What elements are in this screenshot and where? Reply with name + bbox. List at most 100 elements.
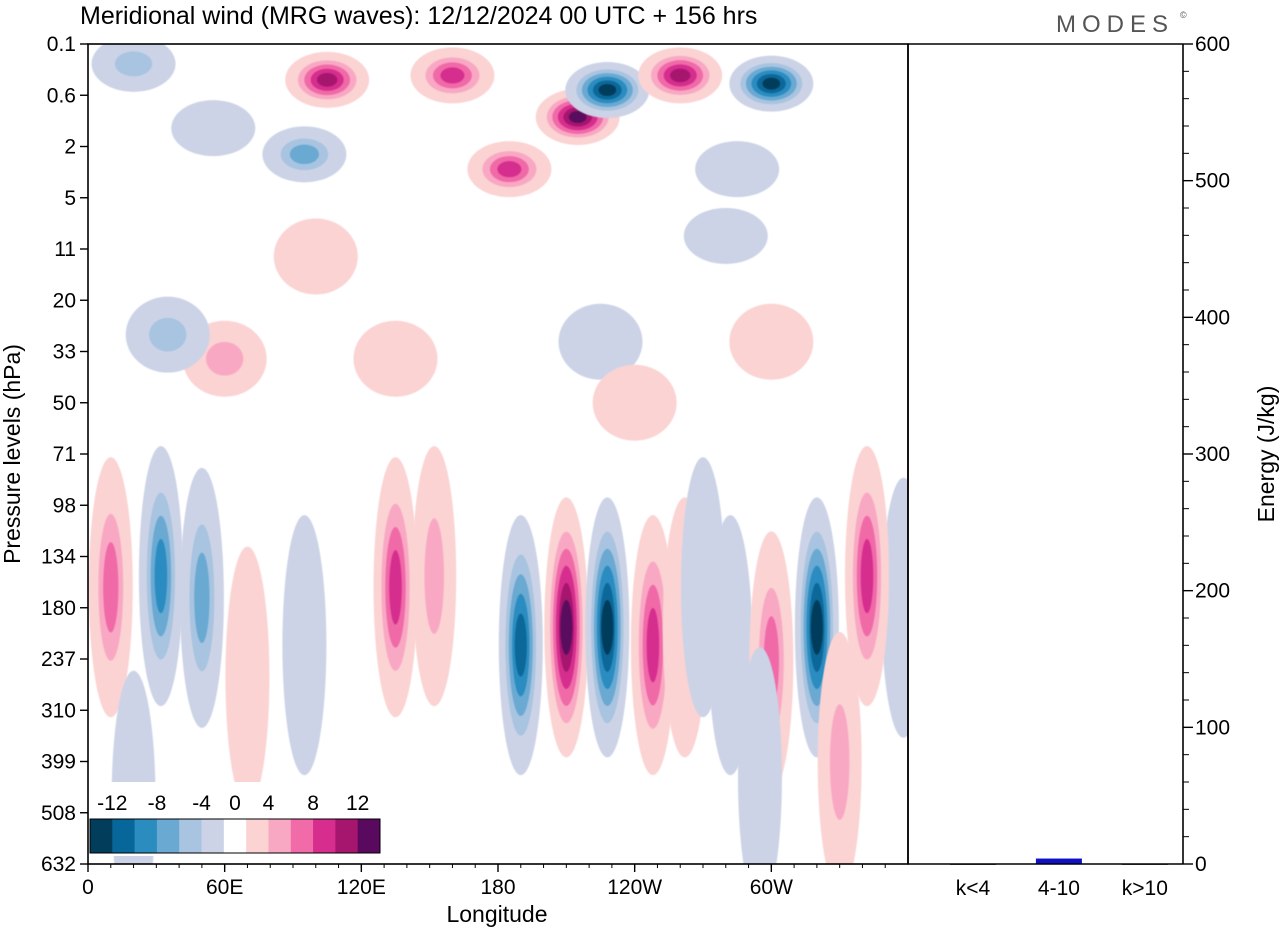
heatmap-contours <box>88 44 908 864</box>
x-tick-label: 120W <box>607 876 662 899</box>
y-axis-label: Pressure levels (hPa) <box>0 344 25 564</box>
colorbar-swatch <box>112 819 136 853</box>
contour-neg-4 <box>187 110 240 146</box>
contour-neg-14 <box>601 600 614 655</box>
colorbar-swatch <box>335 819 359 853</box>
colorbar: -12 -8 -4 0 4 8 12 <box>86 782 384 856</box>
colorbar-label: -4 <box>192 792 211 815</box>
contour-pos-6 <box>829 704 850 820</box>
contour-pos-8 <box>103 542 119 633</box>
colorbar-label: 12 <box>346 792 369 815</box>
x-tick-label: 60W <box>750 876 793 899</box>
energy-tick-label: 400 <box>1195 306 1230 329</box>
colorbar-swatch <box>290 819 314 853</box>
contour-neg-4 <box>716 565 744 726</box>
y-tick-label: 50 <box>53 392 76 415</box>
contour-neg-10 <box>154 538 168 614</box>
colorbar-swatch <box>179 819 203 853</box>
heatmap-x-axis: 0 60E 120E 180 120W 60W <box>82 864 886 899</box>
colorbar-swatch <box>134 819 158 853</box>
brand-mark: © <box>1180 10 1187 20</box>
contour-pos-10 <box>440 67 465 84</box>
contour-pos-10 <box>389 550 402 625</box>
contour-pos-6 <box>206 341 244 376</box>
energy-bar <box>1035 858 1082 864</box>
energy-x-axis: k<4 4-10 k>10 <box>956 877 1168 900</box>
contour-neg-6 <box>149 317 187 352</box>
contour-neg-14 <box>810 600 823 655</box>
energy-tick-label: 100 <box>1195 716 1230 739</box>
contour-neg-4 <box>290 565 318 726</box>
y-tick-label: 11 <box>54 238 76 261</box>
y-tick-label: 180 <box>41 597 76 620</box>
contour-neg-4 <box>746 697 774 858</box>
colorbar-label: -8 <box>148 792 167 815</box>
colorbar-swatch <box>246 819 269 853</box>
contour-pos-10 <box>860 538 874 614</box>
colorbar-swatch <box>156 819 180 853</box>
energy-y-axis: 0 100 200 300 400 500 600 <box>1183 33 1230 876</box>
colorbar-swatch <box>268 819 292 853</box>
energy-tick-label: 600 <box>1195 33 1230 56</box>
contour-neg-4 <box>574 318 627 366</box>
y-tick-label: 237 <box>41 648 76 671</box>
y-tick-label: 632 <box>41 853 76 876</box>
y-tick-label: 71 <box>53 443 76 466</box>
heatmap-y-axis: 0.1 0.6 2 5 11 20 33 50 71 98 134 180 237 310 399 508 63… <box>41 33 88 876</box>
contour-pos-4 <box>745 318 798 366</box>
x-axis-label: Longitude <box>446 901 547 927</box>
contour-pos-10 <box>497 161 522 178</box>
energy-category-label: 4-10 <box>1038 877 1080 900</box>
contour-pos-4 <box>608 379 661 427</box>
contour-pos-12 <box>316 73 338 87</box>
brand-logo: MODES <box>1056 11 1174 38</box>
contour-neg-8 <box>289 144 319 165</box>
y-tick-label: 399 <box>41 751 76 774</box>
y-tick-label: 33 <box>53 341 76 364</box>
contour-neg-4 <box>699 218 752 254</box>
energy-axis-label: Energy (J/kg) <box>1253 386 1279 523</box>
colorbar-swatch <box>357 819 381 853</box>
energy-category-label: k<4 <box>956 877 991 900</box>
contour-pos-4 <box>233 596 261 757</box>
energy-tick-label: 200 <box>1195 580 1230 603</box>
colorbar-swatch <box>313 819 336 853</box>
colorbar-swatch <box>90 819 113 853</box>
y-tick-label: 98 <box>53 494 76 517</box>
energy-tick-label: 500 <box>1195 170 1230 193</box>
contour-neg-14 <box>598 84 617 97</box>
chart-title: Meridional wind (MRG waves): 12/12/2024 … <box>80 2 757 30</box>
colorbar-label: -12 <box>97 792 127 815</box>
y-tick-label: 2 <box>64 136 76 159</box>
colorbar-label: 8 <box>307 792 319 815</box>
y-tick-label: 5 <box>64 187 76 210</box>
y-tick-label: 0.6 <box>47 84 76 107</box>
contour-neg-12 <box>514 613 527 677</box>
contour-pos-2 <box>353 320 438 397</box>
y-tick-label: 508 <box>41 802 76 825</box>
x-tick-label: 0 <box>82 876 94 899</box>
colorbar-label: 4 <box>263 792 275 815</box>
contour-pos-14 <box>568 110 587 123</box>
colorbar-swatch <box>201 819 225 853</box>
contour-pos-2 <box>273 218 358 295</box>
contour-pos-10 <box>646 607 660 683</box>
energy-category-label: k>10 <box>1122 877 1168 900</box>
contour-neg-6 <box>114 51 153 77</box>
contour-pos-6 <box>424 518 444 634</box>
y-tick-label: 134 <box>41 546 76 569</box>
y-tick-label: 0.1 <box>47 33 76 56</box>
contour-pos-14 <box>560 600 573 655</box>
contour-neg-4 <box>711 151 764 187</box>
colorbar-label: 0 <box>229 792 241 815</box>
x-tick-label: 60E <box>206 876 243 899</box>
x-tick-label: 180 <box>480 876 515 899</box>
y-tick-label: 20 <box>53 289 76 312</box>
contour-pos-12 <box>670 68 691 83</box>
x-tick-label: 120E <box>337 876 386 899</box>
contour-neg-14 <box>762 77 781 90</box>
y-tick-label: 310 <box>41 699 76 722</box>
colorbar-swatch <box>223 819 247 853</box>
colorbar-frame <box>89 818 381 854</box>
